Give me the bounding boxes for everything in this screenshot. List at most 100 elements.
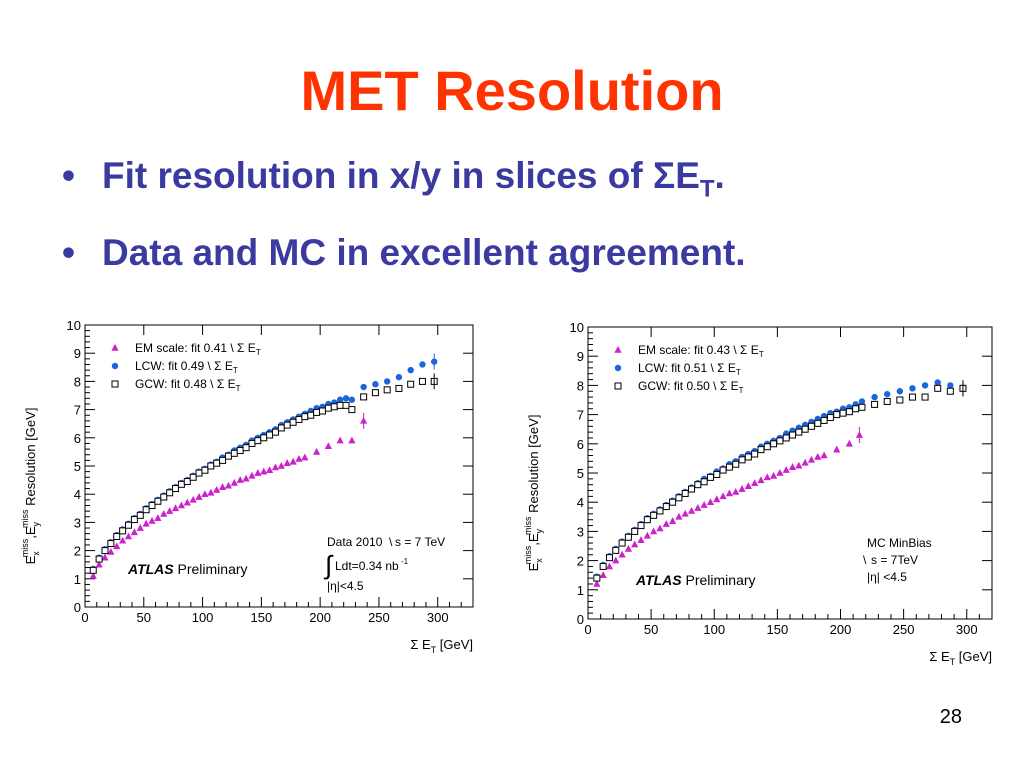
data-point-square [395, 384, 403, 392]
data-point-circle [372, 381, 379, 388]
series-square [593, 380, 967, 582]
annotation-line: Data 2010 [327, 535, 383, 549]
data-point-triangle [148, 516, 156, 524]
data-point-square [669, 498, 677, 506]
data-point-triangle [668, 517, 677, 524]
data-point-square [833, 411, 841, 419]
y-tick-label: 6 [577, 437, 584, 452]
bullet-list: • Fit resolution in x/y in slices of ΣET… [62, 150, 746, 291]
data-point-triangle [224, 481, 233, 489]
data-point-square [643, 516, 651, 524]
y-tick-label: 10 [570, 320, 584, 335]
data-point-square [614, 382, 622, 390]
data-point-triangle [719, 492, 727, 500]
data-point-square [820, 416, 828, 424]
atlas-label-bold: ATLAS [127, 561, 174, 577]
data-point-circle [921, 382, 929, 389]
data-point-circle [419, 361, 426, 368]
x-tick-label: 200 [830, 622, 852, 637]
data-point-triangle [631, 540, 639, 548]
data-point-square [795, 428, 803, 436]
data-point-square [183, 478, 191, 486]
data-point-square [675, 494, 683, 502]
data-point-triangle [336, 436, 344, 444]
data-point-triangle [687, 506, 696, 514]
data-point-square [154, 497, 162, 505]
data-point-circle [348, 396, 356, 403]
data-point-triangle [675, 512, 683, 520]
legend-entry: EM scale: fit 0.43 \ Σ ET [638, 343, 764, 359]
data-point-circle [360, 383, 367, 391]
data-point-triangle [348, 436, 356, 444]
x-tick-label: 250 [893, 622, 915, 637]
y-tick-label: 3 [577, 524, 584, 539]
data-point-triangle [142, 519, 150, 527]
data-point-triangle [289, 457, 297, 465]
data-point-triangle [201, 490, 209, 497]
data-point-square [348, 406, 356, 414]
data-point-square [814, 419, 822, 427]
y-tick-label: 5 [74, 459, 81, 474]
y-tick-label: 2 [74, 544, 81, 559]
y-tick-label: 2 [577, 554, 584, 569]
data-point-triangle [265, 466, 274, 474]
y-label-sub2: y [31, 521, 41, 526]
data-point-triangle [845, 439, 853, 447]
data-point-triangle [119, 536, 127, 544]
x-tick-label: 150 [767, 622, 789, 637]
y-tick-label: 0 [577, 612, 584, 627]
data-point-triangle [113, 542, 121, 550]
y-axis-label: Exmiss,Eymiss Resolution [GeV] [523, 415, 544, 572]
data-point-square [383, 386, 391, 394]
legend-entry: EM scale: fit 0.41 \ Σ ET [135, 341, 261, 357]
y-label-e1: E [23, 555, 38, 564]
data-point-triangle [612, 556, 620, 564]
data-point-square [177, 480, 185, 488]
y-label-e1: E [526, 562, 541, 571]
y-label-mid: ,E [23, 526, 38, 539]
data-point-square [782, 434, 790, 442]
data-point-triangle [313, 447, 321, 455]
atlas-label-bold: ATLAS [635, 572, 682, 588]
data-point-square [883, 397, 891, 405]
data-point-square [301, 413, 309, 421]
data-point-triangle [744, 482, 752, 489]
series-triangle [89, 412, 368, 579]
data-point-square [289, 418, 297, 426]
data-point-triangle [662, 520, 670, 527]
y-tick-label: 0 [74, 600, 81, 615]
y-label-sup1: miss [523, 545, 533, 564]
slide-title: MET Resolution [300, 59, 724, 122]
y-label-post: Resolution [GeV] [23, 408, 38, 510]
y-label-sup2: miss [523, 516, 533, 535]
data-point-square [89, 566, 97, 574]
data-point-square [307, 411, 315, 419]
bullet-dot-icon: • [62, 232, 75, 274]
data-point-square [593, 574, 601, 582]
data-point-triangle [95, 560, 103, 568]
data-point-triangle [130, 528, 138, 536]
data-point-square [921, 393, 929, 401]
data-point-square [119, 527, 127, 535]
data-point-triangle [160, 509, 168, 517]
data-point-square [319, 407, 327, 415]
atlas-label: ATLAS Preliminary [635, 572, 756, 588]
data-point-square [681, 489, 689, 497]
atlas-label: ATLAS Preliminary [127, 561, 248, 577]
data-point-square [700, 478, 708, 486]
data-point-square [360, 393, 368, 401]
data-point-triangle [820, 451, 828, 459]
data-point-square [242, 444, 250, 452]
data-point-triangle [700, 501, 708, 508]
data-point-square [618, 539, 626, 547]
data-point-square [195, 469, 203, 477]
data-point-square [418, 377, 426, 385]
annotation-line: |η|<4.5 [327, 579, 364, 593]
data-point-square [656, 507, 664, 515]
legend-entry-sub: T [236, 384, 241, 393]
annotation-line: |η| <4.5 [867, 570, 907, 584]
y-tick-label: 7 [74, 403, 81, 418]
data-point-triangle [782, 466, 790, 473]
annotation-line: Ldt=0.34 nb [335, 559, 399, 573]
y-tick-label: 7 [577, 408, 584, 423]
